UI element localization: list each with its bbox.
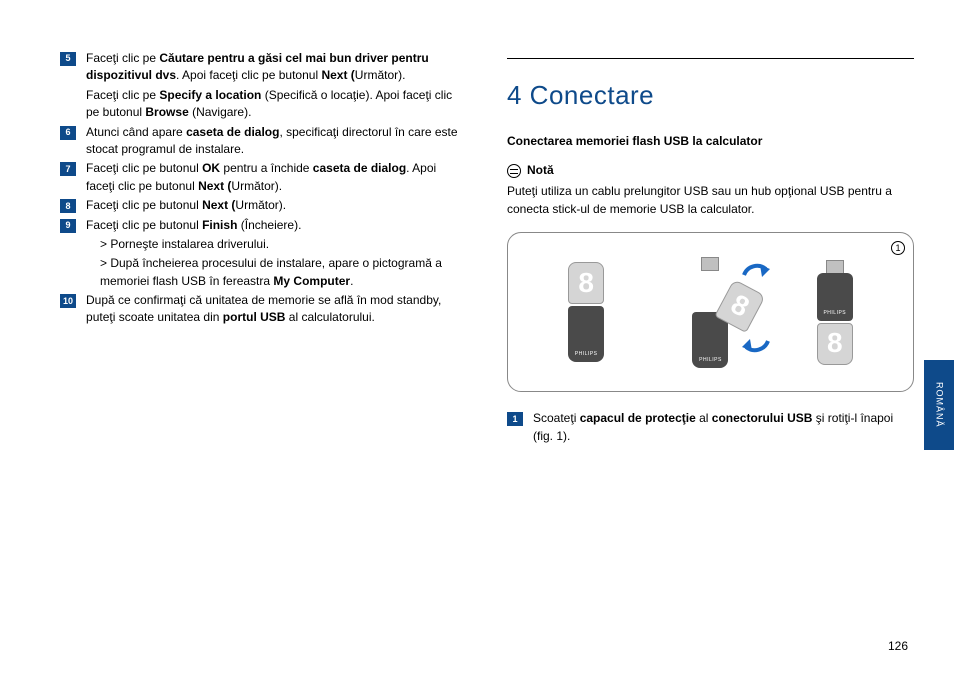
instruction-result: > Porneşte instalarea driverului. <box>60 236 467 253</box>
note-header: Notă <box>507 162 914 179</box>
page-number: 126 <box>888 638 908 655</box>
note-icon <box>507 164 521 178</box>
left-column: 5 Faceţi clic pe Căutare pentru a găsi ce… <box>40 50 467 447</box>
usb-closed: 8 PHILIPS <box>562 262 610 362</box>
section-heading: 4 Conectare <box>507 77 914 115</box>
step-text: Faceţi clic pe butonul Next (Următor). <box>86 197 467 214</box>
figure-1: 1 8 PHILIPS 8 PHILIPS PHILIPS 8 <box>507 232 914 392</box>
step-text: După ce confirmaţi că unitatea de memori… <box>86 292 467 327</box>
usb-brand-label: PHILIPS <box>823 310 846 317</box>
right-column: 4 Conectare Conectarea memoriei flash US… <box>507 50 914 447</box>
instruction-step: 9 Faceţi clic pe butonul Finish (Încheier… <box>60 217 467 234</box>
note-text: Puteţi utiliza un cablu prelungitor USB … <box>507 183 914 218</box>
section-rule <box>507 58 914 59</box>
instruction-step: 6 Atunci când apare caseta de dialog, spe… <box>60 124 467 159</box>
usb-digit: 8 <box>827 323 843 364</box>
instruction-step: 8 Faceţi clic pe butonul Next (Următor). <box>60 197 467 214</box>
instruction-substep: Faceţi clic pe Specify a location (Speci… <box>60 87 467 122</box>
language-tab: ROMÂNĂ <box>924 360 954 450</box>
step-number: 7 <box>60 162 76 176</box>
usb-digit: 8 <box>578 263 594 304</box>
step-number: 1 <box>507 412 523 426</box>
step-number: 8 <box>60 199 76 213</box>
usb-brand-label: PHILIPS <box>575 351 598 358</box>
usb-brand-label: PHILIPS <box>699 357 722 364</box>
usb-rotating: 8 PHILIPS <box>686 257 734 368</box>
step-number: 10 <box>60 294 76 308</box>
figure-number: 1 <box>891 241 905 255</box>
usb-digit: 8 <box>724 284 757 327</box>
step-text: Faceţi clic pe Căutare pentru a găsi cel… <box>86 50 467 85</box>
instruction-result: > După încheierea procesului de instalar… <box>60 255 467 290</box>
right-step-1: 1 Scoateţi capacul de protecţie al conec… <box>507 410 914 445</box>
step-text: Scoateţi capacul de protecţie al conecto… <box>533 410 914 445</box>
step-text: Atunci când apare caseta de dialog, spec… <box>86 124 467 159</box>
rotate-arrow-icon <box>740 327 774 361</box>
note-label: Notă <box>527 162 554 179</box>
step-text: Faceţi clic pe butonul Finish (Încheiere… <box>86 217 467 234</box>
instruction-step: 5 Faceţi clic pe Căutare pentru a găsi ce… <box>60 50 467 85</box>
step-text: Faceţi clic pe butonul OK pentru a închi… <box>86 160 467 195</box>
instruction-step: 10 După ce confirmaţi că unitatea de memo… <box>60 292 467 327</box>
step-number: 6 <box>60 126 76 140</box>
usb-open: PHILIPS 8 <box>811 260 859 365</box>
step-number: 5 <box>60 52 76 66</box>
subheading: Conectarea memoriei flash USB la calcula… <box>507 133 914 150</box>
instruction-step: 7 Faceţi clic pe butonul OK pentru a înch… <box>60 160 467 195</box>
step-number: 9 <box>60 219 76 233</box>
